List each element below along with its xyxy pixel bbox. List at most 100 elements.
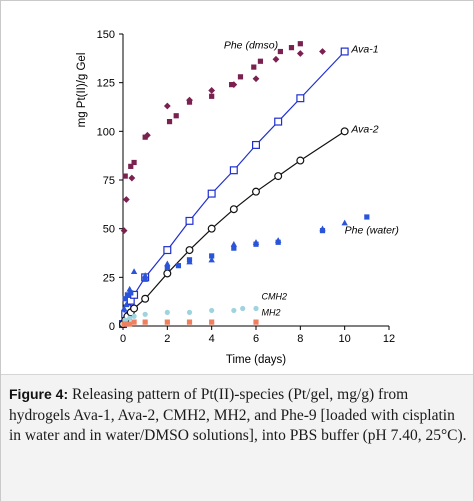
data-point-phe-water — [124, 292, 131, 298]
data-point-phe-water — [319, 225, 326, 232]
y-tick-label: 25 — [103, 272, 115, 284]
data-point-ava-1 — [296, 94, 305, 103]
data-point-phe-water — [231, 245, 237, 251]
data-point-mh2 — [209, 319, 215, 325]
x-tick-label: 12 — [383, 333, 395, 345]
data-point-phe-dmso — [128, 174, 136, 182]
y-axis-title: mg Pt(II)/g Gel — [76, 53, 88, 128]
data-point-phe-dmso — [166, 119, 173, 125]
data-point-phe-dmso — [142, 134, 148, 140]
data-point-phe-dmso — [237, 74, 244, 80]
data-point-phe-dmso — [131, 159, 137, 166]
data-point-phe-water — [364, 214, 370, 220]
data-point-ava-2 — [130, 304, 139, 313]
data-point-phe-water — [164, 265, 170, 271]
data-point-ava-2 — [252, 187, 261, 196]
y-tick-label: 125 — [97, 78, 115, 90]
data-point-phe-water — [142, 276, 148, 282]
x-tick-label: 4 — [209, 333, 215, 345]
data-point-cmh2 — [164, 309, 170, 315]
data-point-phe-water — [175, 263, 182, 269]
caption-body: Releasing pattern of Pt(II)-species (Pt/… — [9, 386, 467, 444]
data-point-phe-water — [274, 237, 282, 243]
chart: 0 2 4 6 8 10 12 0 25 50 75 100 125 150 Time (days) mg P… — [76, 29, 399, 366]
data-point-ava-1 — [185, 216, 194, 225]
annotation-cmh2: CMH2 — [262, 292, 288, 302]
data-point-phe-water — [128, 290, 134, 296]
y-tick-label: 75 — [103, 175, 115, 187]
data-point-phe-dmso — [288, 45, 295, 51]
data-point-cmh2 — [186, 309, 193, 315]
data-point-cmh2 — [240, 305, 246, 312]
data-point-phe-dmso — [122, 196, 130, 203]
data-point-phe-water — [252, 239, 260, 245]
data-point-ava-2 — [163, 269, 172, 278]
data-point-phe-dmso — [120, 227, 128, 235]
data-point-phe-dmso — [252, 75, 260, 83]
y-tick-label: 0 — [109, 321, 115, 333]
data-point-phe-water — [186, 258, 193, 265]
caption-text: Figure 4: Releasing pattern of Pt(II)-sp… — [9, 384, 467, 447]
series-line-ava-1 — [122, 51, 346, 325]
data-point-phe-dmso — [186, 96, 193, 104]
data-point-phe-dmso — [143, 131, 151, 139]
data-point-phe-water — [341, 219, 348, 226]
data-point-mh2 — [142, 319, 148, 325]
data-point-phe-dmso — [122, 173, 128, 179]
data-point-phe-water — [120, 305, 128, 312]
data-point-phe-dmso — [297, 41, 303, 47]
data-point-phe-dmso — [319, 48, 326, 55]
data-point-mh2 — [164, 319, 170, 325]
data-point-ava-1 — [252, 140, 261, 149]
data-point-mh2 — [123, 321, 129, 327]
data-point-phe-dmso — [251, 64, 257, 70]
data-point-ava-1 — [274, 117, 283, 126]
data-point-ava-2 — [229, 205, 238, 214]
data-point-phe-water — [208, 256, 215, 263]
data-point-phe-dmso — [272, 55, 280, 63]
data-point-cmh2 — [231, 307, 237, 314]
data-point-phe-dmso — [209, 93, 215, 99]
data-point-cmh2 — [253, 305, 259, 312]
data-point-phe-dmso — [257, 58, 264, 64]
data-point-phe-water — [230, 241, 238, 247]
data-point-mh2 — [253, 319, 259, 325]
data-point-phe-water — [209, 253, 215, 259]
annotation-ava-1: Ava-1 — [350, 43, 378, 55]
data-point-cmh2 — [127, 315, 133, 321]
data-point-cmh2 — [209, 307, 215, 314]
data-point-mh2 — [127, 321, 133, 327]
data-point-ava-1 — [207, 189, 216, 198]
y-tick-label: 100 — [97, 126, 115, 138]
data-point-mh2 — [186, 319, 193, 325]
data-point-phe-dmso — [230, 81, 238, 89]
data-point-ava-2 — [185, 246, 194, 255]
annotation-ava-2: Ava-2 — [350, 123, 378, 135]
data-point-phe-water — [164, 260, 171, 267]
x-tick-label: 10 — [339, 333, 351, 345]
y-tick-label: 150 — [97, 29, 115, 41]
data-point-phe-dmso — [277, 48, 283, 55]
annotation-phe-water: Phe (water) — [345, 225, 399, 237]
data-point-phe-dmso — [208, 87, 216, 94]
series-line-ava-2 — [122, 130, 345, 325]
data-point-phe-water — [126, 285, 133, 292]
data-point-ava-2 — [296, 156, 305, 165]
data-point-ava-2 — [340, 127, 349, 136]
x-tick-label: 6 — [253, 333, 259, 345]
data-point-cmh2 — [131, 313, 137, 319]
data-point-mh2 — [131, 319, 137, 325]
data-point-cmh2 — [142, 311, 148, 317]
data-point-phe-water — [122, 296, 128, 302]
annotation-phe-dmso: Phe (dmso) — [224, 40, 278, 52]
x-axis-title: Time (days) — [226, 354, 286, 366]
caption-label: Figure 4: — [9, 386, 69, 402]
data-point-ava-2 — [207, 224, 216, 233]
data-point-phe-water — [141, 272, 149, 278]
x-tick-label: 8 — [297, 333, 303, 345]
x-tick-label: 2 — [164, 333, 170, 345]
data-point-phe-dmso — [173, 113, 179, 119]
data-point-phe-dmso — [163, 102, 171, 110]
data-point-phe-water — [130, 268, 138, 275]
